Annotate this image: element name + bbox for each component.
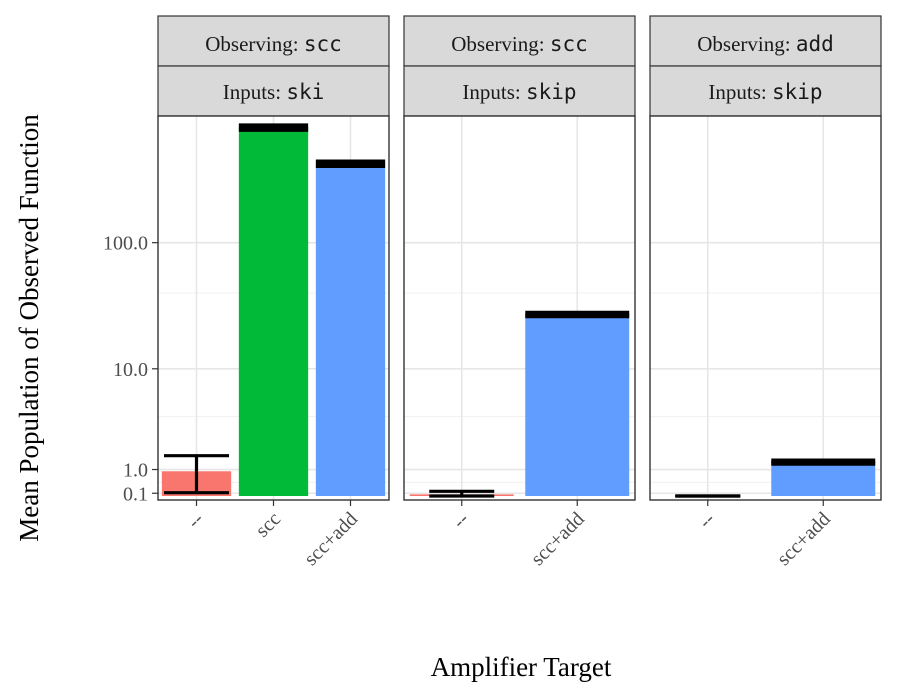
y-tick-label: 10.0 <box>113 359 148 381</box>
x-tick-label: scc+add <box>773 508 835 570</box>
bar <box>315 163 386 496</box>
panel-1: Observing: scc Inputs: ski -- scc scc+add <box>157 15 390 570</box>
bar <box>525 314 630 496</box>
strip-top-text: Observing: scc <box>451 32 588 56</box>
strip-bottom-code: ski <box>286 80 324 104</box>
panel-3: Observing: add Inputs: skip -- scc+add <box>649 15 882 570</box>
strip-bottom-text: Inputs: skip <box>708 80 822 104</box>
strip-bottom <box>157 65 390 117</box>
error-bar <box>429 489 495 498</box>
x-tick-label: -- <box>448 508 473 533</box>
panel-border <box>157 115 390 501</box>
y-tick-label: 100.0 <box>103 233 148 255</box>
x-tick-label: -- <box>183 508 208 533</box>
panel-2: Observing: scc Inputs: skip -- scc+add <box>403 15 636 570</box>
strip-bottom-label: Inputs: <box>708 80 772 104</box>
error-bar <box>238 123 309 132</box>
strip-bottom-text: Inputs: skip <box>462 80 576 104</box>
error-bar <box>164 454 229 495</box>
y-tick-label: 1.0 <box>123 460 148 482</box>
error-bar <box>771 458 876 466</box>
y-axis-title: Mean Population of Observed Function <box>14 114 44 542</box>
error-bar <box>315 159 386 168</box>
x-axis-title: Amplifier Target <box>431 652 612 682</box>
y-tick-label: 0.1 <box>123 483 148 505</box>
strip-top <box>403 15 636 67</box>
panel-border <box>649 115 882 501</box>
strip-top-code: add <box>796 32 834 56</box>
bar <box>238 127 309 497</box>
strip-top-label: Observing: <box>451 32 550 56</box>
strip-bottom-label: Inputs: <box>223 80 287 104</box>
strip-top-label: Observing: <box>205 32 304 56</box>
strip-bottom-text: Inputs: ski <box>223 80 325 104</box>
strip-top-text: Observing: add <box>697 32 834 56</box>
strip-bottom-label: Inputs: <box>462 80 526 104</box>
plot-background <box>650 116 881 500</box>
y-axis: 0.11.0 10.0 100.0 <box>103 233 158 505</box>
strip-top-text: Observing: scc <box>205 32 342 56</box>
error-bar <box>525 310 630 319</box>
x-tick-label: scc <box>251 508 285 542</box>
panel-border <box>403 115 636 501</box>
x-tick-label: scc+add <box>300 508 362 570</box>
strip-bottom-code: skip <box>526 80 577 104</box>
strip-bottom <box>403 65 636 117</box>
bar <box>771 462 876 496</box>
strip-top-code: scc <box>550 32 588 56</box>
x-tick-label: -- <box>694 508 719 533</box>
strip-top-label: Observing: <box>697 32 796 56</box>
x-tick-label: scc+add <box>527 508 589 570</box>
strip-bottom-code: skip <box>772 80 823 104</box>
strip-top <box>157 15 390 67</box>
strip-top-code: scc <box>304 32 342 56</box>
